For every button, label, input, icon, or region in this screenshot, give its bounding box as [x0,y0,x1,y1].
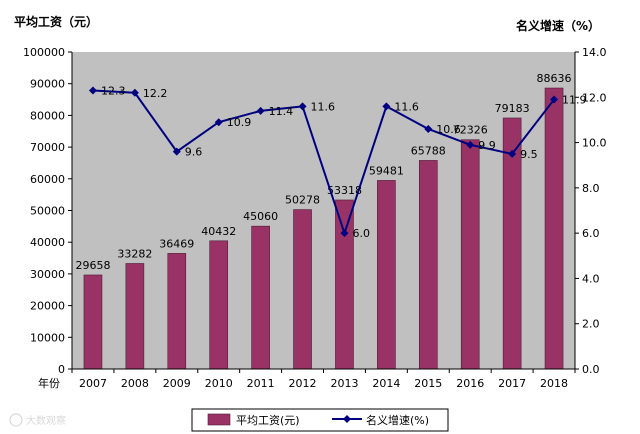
growth-label-2008: 12.2 [143,87,168,100]
growth-label-2015: 10.6 [436,123,461,136]
legend-frame [191,408,449,432]
bar-2011 [251,225,270,370]
right-tick-label-4.0: 4.0 [582,272,600,285]
legend-bar-swatch [207,413,231,426]
growth-line [92,89,555,237]
growth-label-2010: 10.9 [227,116,252,129]
bar-2014 [377,180,396,370]
left-tick-label-20000: 20000 [30,300,65,313]
growth-label-2014: 11.6 [394,100,419,113]
bar-2013 [335,199,354,370]
bar-label-2012: 50278 [285,194,320,207]
x-tick-label-2008: 2008 [121,377,149,390]
bar-label-2014: 59481 [369,164,404,177]
bar-label-2010: 40432 [201,225,236,238]
left-tick-label-30000: 30000 [30,268,65,281]
x-tick-label-2016: 2016 [456,377,484,390]
bar-label-2009: 36469 [159,237,194,250]
right-axis-title: 名义增速（%） [516,18,600,33]
axes-layer: 0 10000 20000 30000 40000 50000 60000 70000 8000… [23,46,607,390]
legend-entry-salary: 平均工资(元) [236,414,300,427]
x-tick-label-2011: 2011 [247,377,275,390]
x-tick-label-2010: 2010 [205,377,233,390]
line-layer [88,86,559,238]
growth-marker-2010 [214,118,223,127]
left-tick-label-60000: 60000 [30,173,65,186]
x-tick-label-2014: 2014 [372,377,400,390]
bar-2010 [209,240,229,370]
bar-label-2016: 72326 [453,124,488,137]
x-tick-label-2018: 2018 [540,377,568,390]
left-tick-label-70000: 70000 [30,141,65,154]
growth-marker-2016 [466,140,475,149]
bar-2018 [544,87,564,370]
right-tick-label-12.0: 12.0 [582,91,607,104]
growth-marker-2008 [130,88,139,97]
line-labels-layer: 12.3 12.2 9.6 10.9 11.4 11.6 6.0 11.6 10.6 9.9 9.5… [101,84,587,240]
x-tick-label-2017: 2017 [498,377,526,390]
bar-label-2013: 53318 [327,184,362,197]
growth-label-2018: 11.9 [562,94,587,107]
right-tick-label-8.0: 8.0 [582,182,600,195]
legend-entry-growth: 名义增速(%) [366,413,429,427]
bar-label-2007: 29658 [75,259,110,272]
bar-label-2015: 65788 [411,144,446,157]
x-tick-label-2007: 2007 [79,377,107,390]
left-tick-label-10000: 10000 [30,331,65,344]
bars-layer [83,87,564,370]
x-tick-label-2015: 2015 [414,377,442,390]
bar-2012 [293,209,312,370]
growth-marker-2017 [508,149,517,158]
watermark-logo-icon [9,413,23,427]
bar-labels-layer: 29658 33282 36469 40432 45060 50278 53318 59481… [75,72,571,272]
x-tick-label-2013: 2013 [330,377,358,390]
right-tick-label-6.0: 6.0 [582,227,600,240]
left-tick-label-40000: 40000 [30,236,65,249]
growth-label-2016: 9.9 [478,139,496,152]
growth-marker-2018 [550,95,559,104]
watermark: 大数观察 [9,413,66,427]
legend-line-marker [343,415,351,423]
growth-marker-2009 [172,147,181,156]
left-tick-label-50000: 50000 [30,205,65,218]
growth-label-2007: 12.3 [101,84,126,97]
growth-marker-2014 [382,102,391,111]
growth-label-2009: 9.6 [185,146,203,159]
left-tick-label-90000: 90000 [30,78,65,91]
left-axis-title: 平均工资（元） [14,14,98,29]
legend: 平均工资(元) 名义增速(%) [191,408,449,432]
growth-marker-2011 [256,106,265,115]
growth-label-2011: 11.4 [269,105,294,118]
plot-area [72,52,575,369]
left-tick-label-0: 0 [58,363,65,376]
growth-label-2013: 6.0 [352,227,370,240]
bar-label-2018: 88636 [537,72,572,85]
growth-label-2017: 9.5 [520,148,538,161]
growth-marker-2012 [298,102,307,111]
bar-label-2017: 79183 [495,102,530,115]
bar-2007 [83,274,103,370]
watermark-text: 大数观察 [26,414,66,427]
growth-marker-2007 [88,86,97,95]
growth-label-2012: 11.6 [311,100,336,113]
bar-2008 [125,263,145,370]
bar-label-2008: 33282 [117,247,152,260]
x-tick-label-2012: 2012 [289,377,317,390]
left-tick-label-100000: 100000 [23,46,65,59]
bar-2016 [460,139,480,370]
growth-marker-2013 [340,229,349,238]
bar-label-2011: 45060 [243,210,278,223]
x-axis-title: 年份 [38,376,60,390]
bar-2009 [167,253,187,370]
left-tick-label-80000: 80000 [30,109,65,122]
growth-marker-2015 [424,124,433,133]
right-tick-label-0.0: 0.0 [582,363,600,376]
bar-2015 [418,160,438,370]
right-tick-label-2.0: 2.0 [582,318,600,331]
right-tick-label-10.0: 10.0 [582,137,607,150]
x-tick-label-2009: 2009 [163,377,191,390]
right-tick-label-14.0: 14.0 [582,46,607,59]
